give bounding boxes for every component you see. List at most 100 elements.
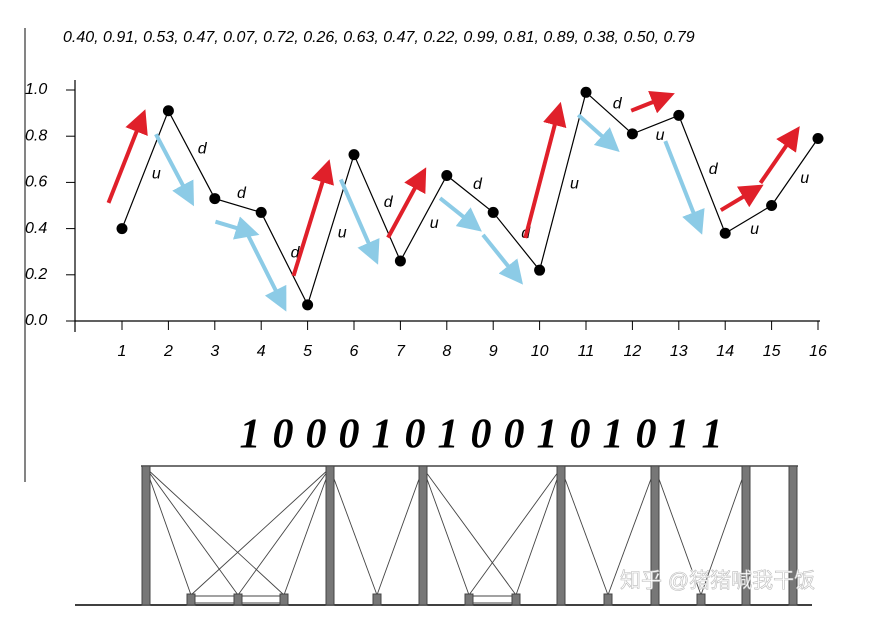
diagram xyxy=(75,465,812,606)
x-tick-label: 9 xyxy=(489,343,498,360)
block xyxy=(233,593,243,606)
binary-digit: 1 xyxy=(702,412,723,458)
down-arrow xyxy=(246,235,287,312)
binary-digit: 0 xyxy=(471,412,492,458)
data-point xyxy=(302,299,314,311)
data-point xyxy=(812,133,824,145)
data-point xyxy=(487,206,499,218)
pillar xyxy=(141,465,151,606)
binary-digit: 1 xyxy=(669,412,690,458)
down-arrow xyxy=(214,216,260,240)
down-arrow xyxy=(338,178,380,265)
data-point xyxy=(673,109,685,121)
trend-label: u xyxy=(338,225,347,242)
pillar xyxy=(325,465,335,606)
binary-digit: 0 xyxy=(504,412,525,458)
up-arrow xyxy=(719,184,764,212)
connector xyxy=(145,467,285,596)
x-tick-label: 3 xyxy=(210,343,219,360)
connector xyxy=(700,467,747,596)
y-tick-label: 0.8 xyxy=(25,127,47,144)
data-point xyxy=(441,169,453,181)
x-tick-label: 15 xyxy=(763,343,781,360)
x-tick-label: 4 xyxy=(257,343,266,360)
pillar xyxy=(418,465,428,606)
trend-label: u xyxy=(430,215,439,232)
trend-label: d xyxy=(709,161,719,178)
data-point xyxy=(766,200,778,211)
pillar xyxy=(650,465,660,606)
up-arrow xyxy=(106,109,148,204)
data-point xyxy=(534,264,546,276)
pillar xyxy=(556,465,566,606)
binary-digit: 1 xyxy=(603,412,624,458)
trend-label: u xyxy=(656,127,665,144)
block xyxy=(696,593,706,606)
block xyxy=(464,593,474,606)
x-tick-label: 8 xyxy=(442,343,451,360)
down-arrow xyxy=(481,233,524,285)
trend-label: d xyxy=(291,244,301,261)
connector xyxy=(468,467,562,596)
pillar xyxy=(741,465,751,606)
trend-label: u xyxy=(152,165,161,182)
pillar xyxy=(788,465,798,606)
x-tick-label: 5 xyxy=(303,343,312,360)
binary-digit: 0 xyxy=(273,412,294,458)
data-point xyxy=(580,86,592,98)
block xyxy=(511,593,521,606)
block xyxy=(603,593,613,606)
connector xyxy=(607,467,656,596)
trend-label: u xyxy=(570,175,579,192)
block xyxy=(372,593,382,606)
x-tick-label: 7 xyxy=(396,343,406,360)
connector xyxy=(145,467,192,596)
connector xyxy=(329,467,378,596)
block xyxy=(186,593,196,606)
binary-digit: 1 xyxy=(537,412,558,458)
block xyxy=(279,593,289,606)
y-tick-label: 0.6 xyxy=(25,174,47,191)
data-point xyxy=(626,128,638,140)
data-point xyxy=(162,105,174,117)
trend-label: d xyxy=(198,140,208,157)
data-line xyxy=(121,91,819,307)
trend-label: d xyxy=(237,185,247,202)
x-tick-label: 12 xyxy=(624,343,642,360)
y-tick-label: 0.0 xyxy=(25,312,47,329)
down-arrow xyxy=(576,113,620,153)
up-arrow xyxy=(758,126,800,185)
up-arrow xyxy=(523,101,567,239)
connector xyxy=(376,467,424,596)
data-point xyxy=(116,223,128,235)
connector xyxy=(422,467,470,596)
x-tick-label: 11 xyxy=(578,343,595,360)
down-arrow xyxy=(438,196,482,232)
x-tick-label: 10 xyxy=(531,343,549,360)
y-tick-label: 0.2 xyxy=(25,266,47,283)
connector xyxy=(145,467,239,596)
trend-label: u xyxy=(800,170,809,187)
trend-label: d xyxy=(384,194,394,211)
y-tick-label: 1.0 xyxy=(25,81,47,98)
y-tick-label: 0.4 xyxy=(25,220,47,237)
connector xyxy=(190,467,331,596)
x-tick-label: 16 xyxy=(809,343,827,360)
up-arrow xyxy=(291,159,334,277)
connector xyxy=(422,467,517,596)
binary-digit: 1 xyxy=(438,412,459,458)
watermark: 知乎 @猪猪喊我干饭 xyxy=(620,570,815,593)
x-tick-label: 2 xyxy=(163,343,173,360)
x-tick-label: 13 xyxy=(670,343,688,360)
data-point xyxy=(255,206,267,218)
connector xyxy=(515,467,562,596)
data-point xyxy=(348,149,360,161)
connector xyxy=(560,467,609,596)
connector xyxy=(654,467,702,596)
binary-digit: 0 xyxy=(405,412,426,458)
up-arrow xyxy=(386,167,427,239)
binary-digit: 0 xyxy=(636,412,657,458)
data-point xyxy=(394,255,406,267)
binary-digit: 0 xyxy=(570,412,591,458)
